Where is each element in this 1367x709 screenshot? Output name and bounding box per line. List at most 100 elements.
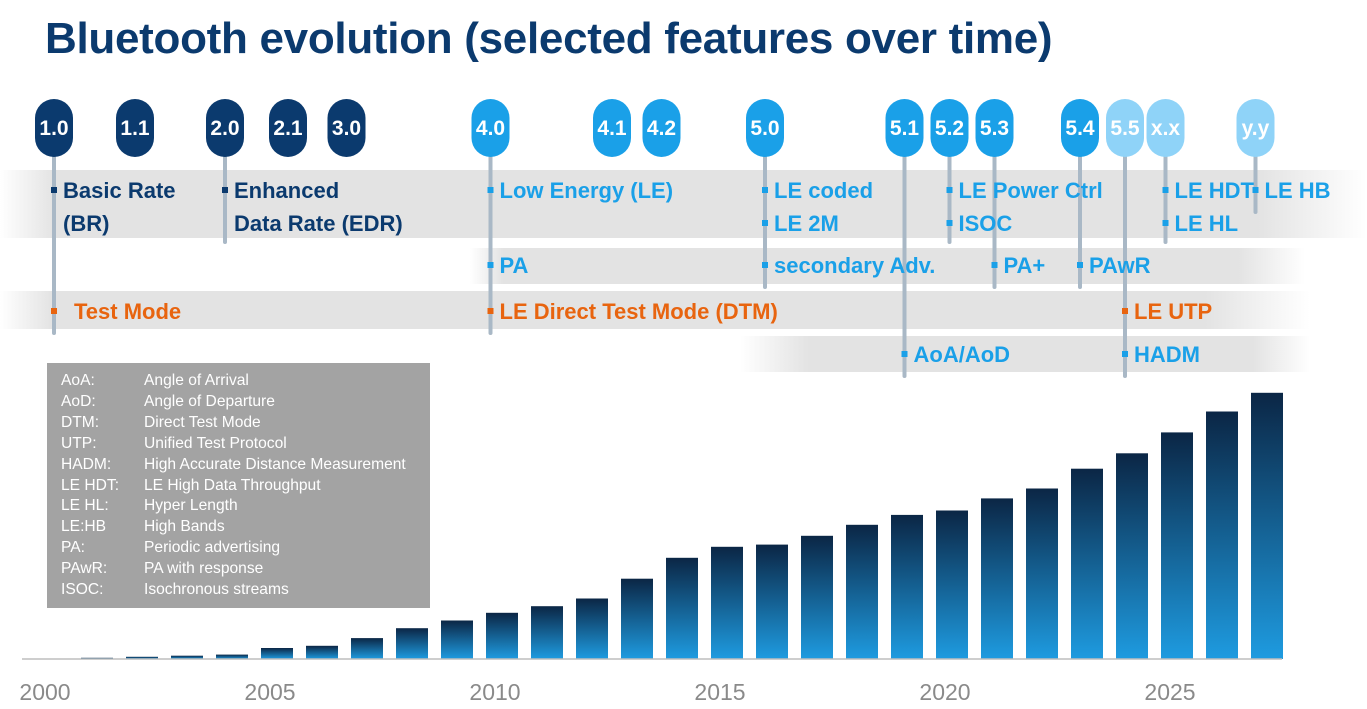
bar-2006	[306, 645, 338, 659]
bar-2002	[126, 656, 158, 659]
feature-text: LE coded	[774, 178, 873, 203]
version-pill-1-1: 1.1	[116, 99, 154, 157]
legend-definition: Hyper Length	[144, 497, 238, 515]
feature-text: AoA/AoD	[914, 342, 1011, 367]
version-label: 5.5	[1110, 117, 1140, 140]
feature-pawr: PAwR	[1077, 253, 1151, 278]
bar-2023	[1071, 468, 1103, 659]
legend-row: LE HL: Hyper Length	[61, 496, 430, 517]
feature-le-utp: LE UTP	[1122, 299, 1212, 324]
version-label: 2.1	[273, 117, 303, 140]
x-tick-label: 2025	[1144, 679, 1195, 705]
feature-band-row-1	[0, 170, 1367, 238]
version-pill-4-1: 4.1	[593, 99, 631, 157]
version-pill-5-1: 5.1	[885, 99, 924, 157]
bar-2025	[1161, 432, 1193, 659]
feature-text: secondary Adv.	[774, 253, 935, 278]
version-label: y.y	[1242, 117, 1270, 140]
legend-definition: Angle of Departure	[144, 392, 275, 410]
bar-2005	[261, 648, 293, 659]
version-label: 5.1	[890, 117, 920, 140]
feature-band-row-4	[740, 336, 1310, 372]
x-tick-label: 2005	[244, 679, 295, 705]
legend-row: PA: Periodic advertising	[61, 538, 430, 559]
feature-le-power-ctrl: LE Power Ctrl ISOC	[946, 178, 1103, 236]
feature-text: LE Power Ctrl	[959, 178, 1103, 203]
legend-definition: High Bands	[144, 518, 225, 536]
feature-text: LE HL	[1175, 211, 1239, 236]
feature-text: Low Energy (LE)	[500, 178, 674, 203]
feature-text: LE 2M	[774, 211, 839, 236]
bar-2012	[576, 598, 608, 659]
legend-abbreviation: HADM:	[61, 455, 112, 473]
feature-pa-: PA+	[991, 253, 1046, 278]
legend-row: ISOC: Isochronous streams	[61, 580, 430, 601]
feature-band-row-2	[470, 248, 1305, 284]
feature-text: ISOC	[959, 211, 1013, 236]
x-tick-label: 2000	[19, 679, 70, 705]
version-pill-1-0: 1.0	[35, 99, 73, 157]
feature-pa: PA	[487, 253, 529, 278]
legend-row: PAwR: PA with response	[61, 559, 430, 580]
version-label: 5.3	[980, 117, 1009, 140]
bar-2011	[531, 606, 563, 659]
bar-2015	[711, 546, 743, 659]
version-label: 5.4	[1065, 117, 1095, 140]
feature-text: PA	[500, 253, 529, 278]
feature-text: LE HB	[1265, 178, 1331, 203]
x-tick-label: 2015	[694, 679, 745, 705]
feature-text: PA+	[1004, 253, 1046, 278]
legend-abbreviation: AoD:	[61, 392, 96, 410]
legend-abbreviation: PA:	[61, 539, 85, 557]
bar-2004	[216, 654, 248, 659]
feature-text: LE HDT	[1175, 178, 1255, 203]
bar-2022	[1026, 488, 1058, 659]
version-label: 3.0	[332, 117, 361, 140]
feature-text: (BR)	[63, 211, 109, 236]
feature-le-coded: LE coded LE 2M	[762, 178, 873, 236]
legend-definition: Unified Test Protocol	[144, 434, 287, 452]
feature-secondary-adv-: secondary Adv.	[762, 253, 935, 278]
bar-2020	[936, 510, 968, 659]
x-tick-label: 2010	[469, 679, 520, 705]
feature-text: Test Mode	[74, 299, 181, 324]
version-label: 5.2	[935, 117, 964, 140]
feature-test-mode: Test Mode	[51, 299, 181, 324]
bar-2021	[981, 498, 1013, 659]
legend-abbreviation: LE HDT:	[61, 476, 120, 494]
bar-2010	[486, 612, 518, 659]
feature-text: Data Rate (EDR)	[234, 211, 403, 236]
feature-le-hdt: LE HDT LE HL	[1162, 178, 1255, 236]
version-label: 1.1	[120, 117, 150, 140]
version-pill-x-x: x.x	[1146, 99, 1185, 157]
bar-2013	[621, 578, 653, 659]
legend-abbreviation: AoA:	[61, 372, 95, 389]
feature-text: HADM	[1134, 342, 1200, 367]
feature-text: Enhanced	[234, 178, 339, 203]
legend-row: DTM: Direct Test Mode	[61, 413, 430, 434]
bar-2017	[801, 535, 833, 659]
legend-definition: PA with response	[144, 560, 264, 578]
feature-text: LE UTP	[1134, 299, 1212, 324]
version-label: 4.1	[597, 117, 627, 140]
feature-hadm: HADM	[1122, 342, 1200, 367]
legend-row: HADM: High Accurate Distance Measurement	[61, 455, 430, 476]
x-tick-label: 2020	[919, 679, 970, 705]
bar-2027	[1251, 392, 1283, 659]
version-label: 4.0	[476, 117, 505, 140]
legend-definition: LE High Data Throughput	[144, 476, 321, 494]
version-pill-3-0: 3.0	[327, 99, 366, 157]
feature-le-hb: LE HB	[1252, 178, 1331, 203]
feature-basic-rate: Basic Rate (BR)	[51, 178, 176, 236]
version-pill-y-y: y.y	[1236, 99, 1275, 157]
version-label: 5.0	[750, 117, 779, 140]
legend-row: LE HDT: LE High Data Throughput	[61, 476, 430, 497]
legend-abbreviation: DTM:	[61, 413, 100, 431]
abbreviation-legend: AoA: Angle of Arrival AoD: Angle of Departu…	[47, 363, 430, 608]
bar-2024	[1116, 453, 1148, 659]
bar-2018	[846, 524, 878, 659]
version-label: 1.0	[39, 117, 68, 140]
version-pill-4-2: 4.2	[642, 99, 681, 157]
legend-row: AoA: Angle of Arrival	[61, 371, 430, 392]
